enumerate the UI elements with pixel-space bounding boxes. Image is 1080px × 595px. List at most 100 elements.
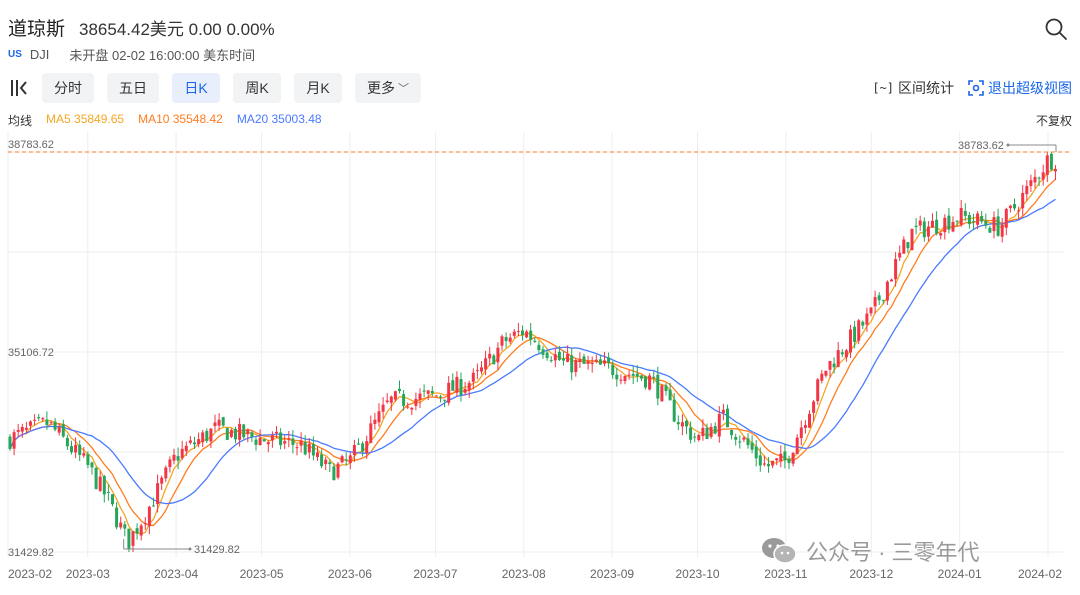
candle-body bbox=[197, 439, 201, 445]
ticker-symbol: DJI bbox=[29, 47, 50, 62]
candle-body bbox=[943, 217, 947, 233]
candle-body bbox=[824, 370, 828, 376]
candle-body bbox=[631, 373, 635, 376]
candle-body bbox=[726, 408, 729, 428]
candle-body bbox=[152, 505, 155, 507]
candle-body bbox=[365, 441, 369, 454]
candle-body bbox=[316, 452, 319, 457]
tab-5[interactable]: 更多 ﹀ bbox=[355, 73, 421, 103]
x-tick-label-5: 2023-07 bbox=[413, 567, 457, 581]
candle-body bbox=[976, 213, 980, 225]
candle-body bbox=[33, 419, 37, 421]
candle-body bbox=[119, 522, 123, 528]
candle-body bbox=[812, 401, 816, 413]
candle-body bbox=[258, 437, 262, 445]
candle-body bbox=[545, 352, 549, 359]
ma20-value: MA20 35003.48 bbox=[236, 112, 322, 126]
candle-body bbox=[201, 432, 205, 443]
candle-body bbox=[1017, 210, 1021, 212]
candle-body bbox=[164, 467, 168, 479]
candle-body bbox=[467, 382, 471, 391]
candle-body bbox=[693, 436, 697, 438]
candle-body bbox=[1054, 169, 1057, 172]
x-tick-label-8: 2023-10 bbox=[676, 567, 720, 581]
candle-body bbox=[143, 523, 147, 525]
candle-body bbox=[94, 468, 98, 489]
x-tick-label-1: 2023-03 bbox=[66, 567, 110, 581]
candle-body bbox=[1000, 224, 1004, 237]
candle-body bbox=[352, 445, 356, 456]
y-tick-label-1: 35106.72 bbox=[8, 347, 54, 359]
candle-body bbox=[697, 434, 701, 441]
x-tick-label-7: 2023-09 bbox=[590, 567, 634, 581]
candle-body bbox=[721, 409, 725, 413]
tab-1[interactable]: 五日 bbox=[107, 73, 159, 103]
candle-body bbox=[1013, 204, 1016, 209]
ma-label: 均线 bbox=[8, 114, 33, 128]
candle-body bbox=[853, 326, 857, 342]
candle-body bbox=[53, 421, 57, 430]
candle-body bbox=[275, 431, 278, 434]
candle-body bbox=[992, 217, 996, 232]
candle-body bbox=[484, 358, 488, 370]
candle-body bbox=[566, 354, 570, 362]
candle-body bbox=[234, 428, 237, 440]
candle-body bbox=[381, 404, 385, 412]
market-status: 未开盘 02-02 16:00:00 美东时间 bbox=[69, 48, 256, 63]
candle-body bbox=[967, 215, 971, 225]
candle-body bbox=[1021, 192, 1025, 209]
candle-body bbox=[344, 459, 348, 461]
y-tick-label-2: 31429.82 bbox=[8, 547, 54, 559]
candle-body bbox=[29, 421, 32, 426]
candle-body bbox=[369, 423, 373, 443]
candle-body bbox=[894, 259, 898, 280]
candle-body bbox=[603, 360, 606, 364]
candle-body bbox=[65, 437, 69, 447]
adjust-toggle[interactable]: 不复权 bbox=[1035, 114, 1072, 128]
candle-body bbox=[525, 331, 529, 338]
candle-body bbox=[70, 446, 73, 453]
candle-body bbox=[623, 375, 627, 382]
candle-body bbox=[217, 419, 221, 426]
candle-body bbox=[320, 454, 324, 467]
candle-body bbox=[865, 313, 869, 325]
low-annotation-dot bbox=[188, 547, 192, 551]
candle-body bbox=[590, 362, 594, 365]
candle-body bbox=[254, 439, 258, 445]
candle-body bbox=[147, 506, 151, 527]
tab-2[interactable]: 日K bbox=[172, 73, 220, 103]
wechat-icon bbox=[762, 538, 797, 564]
candle-body bbox=[828, 361, 832, 370]
candle-body bbox=[135, 528, 139, 534]
x-tick-label-9: 2023-11 bbox=[764, 567, 807, 581]
candle-body bbox=[816, 379, 820, 402]
candle-body bbox=[287, 438, 291, 440]
candle-body bbox=[49, 421, 53, 423]
exit-super-view-button[interactable]: 退出超级视图 bbox=[968, 78, 1072, 98]
candlestick-icon[interactable] bbox=[8, 74, 42, 102]
candle-body bbox=[771, 460, 775, 466]
price-change: 38654.42美元 0.00 0.00% bbox=[79, 20, 275, 39]
candle-body bbox=[1033, 176, 1037, 183]
candle-body bbox=[238, 423, 242, 440]
search-icon[interactable] bbox=[1044, 17, 1068, 41]
candle-body bbox=[82, 453, 86, 456]
candle-body bbox=[1045, 155, 1049, 175]
candle-body bbox=[836, 350, 840, 367]
candle-body bbox=[713, 426, 717, 434]
tab-4[interactable]: 月K bbox=[294, 73, 342, 103]
candle-body bbox=[410, 407, 414, 410]
candle-body bbox=[680, 422, 684, 427]
tab-3[interactable]: 周K bbox=[233, 73, 281, 103]
candle-body bbox=[262, 439, 266, 442]
tab-0[interactable]: 分时 bbox=[42, 73, 94, 103]
range-stats-button[interactable]: [~] 区间统计 bbox=[872, 78, 954, 98]
candle-body bbox=[291, 438, 295, 445]
candle-body bbox=[799, 427, 803, 439]
high-annotation-dot bbox=[1006, 143, 1010, 147]
x-tick-label-11: 2024-01 bbox=[938, 567, 982, 581]
range-stats-label: 区间统计 bbox=[898, 80, 954, 96]
candle-body bbox=[447, 382, 451, 403]
candle-body bbox=[578, 359, 582, 363]
candlestick-chart[interactable]: 38783.62 35106.72 31429.82 38783.62 31429.82… bbox=[0, 132, 1080, 595]
